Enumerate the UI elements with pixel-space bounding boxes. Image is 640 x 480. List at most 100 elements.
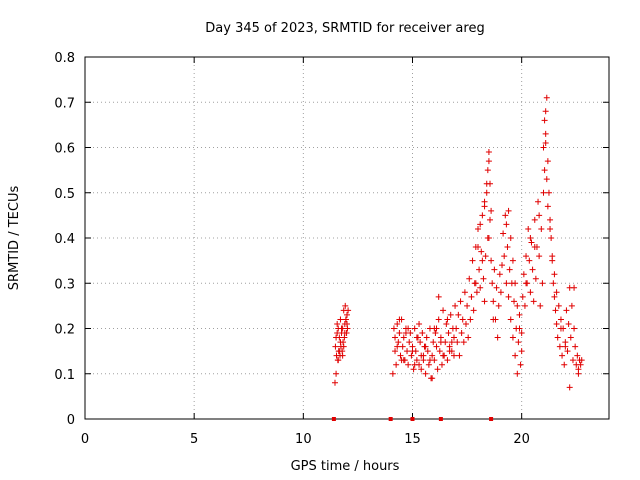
data-point: [465, 334, 472, 341]
data-point: [503, 280, 510, 287]
data-point: [568, 302, 575, 309]
data-point: [485, 149, 492, 156]
data-point: [395, 339, 402, 346]
data-point: [443, 320, 450, 327]
data-point: [526, 257, 533, 264]
data-point: [507, 235, 514, 241]
data-point: [569, 357, 576, 364]
data-point: [429, 352, 436, 359]
data-point: [394, 320, 401, 327]
data-point: [466, 275, 473, 282]
data-point: [473, 289, 480, 296]
data-point: [423, 334, 430, 341]
data-point: [487, 216, 494, 223]
data-point: [512, 352, 519, 359]
data-point: [424, 348, 431, 355]
data-point: [338, 325, 345, 332]
x-tick-label: 20: [513, 432, 530, 447]
data-point: [519, 293, 526, 300]
data-point: [333, 334, 340, 341]
data-point: [527, 235, 534, 241]
data-point: [337, 316, 344, 323]
zero-value-marker: [388, 417, 393, 421]
zero-value-marker: [489, 417, 494, 421]
data-point: [434, 366, 441, 373]
data-point: [470, 307, 477, 314]
data-point: [411, 361, 418, 368]
data-point: [542, 139, 549, 146]
data-point: [556, 343, 563, 350]
data-point: [547, 225, 554, 232]
data-point: [543, 94, 550, 101]
data-point: [536, 253, 543, 260]
data-point: [392, 348, 399, 355]
data-point: [453, 325, 460, 332]
data-point: [390, 325, 397, 332]
data-point: [525, 225, 532, 232]
data-point: [396, 330, 403, 337]
data-point: [397, 352, 404, 359]
data-point: [460, 339, 467, 346]
data-point: [437, 339, 444, 346]
data-point: [468, 293, 475, 300]
data-point: [554, 334, 561, 341]
data-point: [430, 339, 437, 346]
data-point: [462, 320, 469, 327]
data-point: [392, 334, 399, 341]
y-tick-label: 0.2: [54, 323, 75, 338]
y-tick-label: 0.3: [54, 277, 75, 292]
data-point: [535, 198, 542, 205]
y-axis-label: SRMTID / TECUs: [7, 186, 22, 291]
data-point: [476, 266, 483, 273]
data-point: [566, 384, 573, 391]
y-tick-label: 0.4: [54, 232, 75, 247]
data-point: [464, 302, 471, 309]
data-point: [454, 339, 461, 346]
data-point: [482, 253, 489, 260]
data-point: [552, 307, 559, 314]
data-point: [334, 330, 341, 337]
data-point: [501, 253, 508, 260]
data-point: [503, 221, 510, 228]
data-point: [413, 334, 420, 341]
data-point: [532, 275, 539, 282]
data-point: [518, 330, 525, 337]
data-point: [410, 366, 417, 373]
data-point: [550, 280, 557, 287]
data-point: [528, 239, 535, 246]
chart-title: Day 345 of 2023, SRMTID for receiver are…: [205, 21, 484, 36]
data-point: [404, 348, 411, 355]
data-point: [490, 316, 497, 323]
data-point: [520, 271, 527, 278]
data-point: [458, 330, 465, 337]
data-point: [450, 352, 457, 359]
data-point: [521, 302, 528, 309]
data-point: [505, 207, 512, 214]
data-point: [450, 334, 457, 341]
data-point: [393, 361, 400, 368]
data-point: [445, 330, 452, 337]
data-point: [488, 207, 495, 214]
data-point: [578, 357, 585, 364]
data-point: [485, 158, 492, 165]
data-point: [543, 176, 550, 183]
data-point: [400, 334, 407, 341]
data-point: [509, 334, 516, 341]
data-point: [538, 225, 545, 232]
tick-layer: 0 0.1 0.2 0.3 0.4 0.5 0.6 0.7 0.8 0 5 10 15 20: [54, 51, 609, 447]
data-point: [500, 230, 507, 237]
x-tick-label: 5: [190, 432, 198, 447]
data-point: [548, 235, 555, 241]
data-point: [413, 357, 420, 364]
data-point: [577, 361, 584, 368]
data-point: [345, 307, 352, 314]
zero-value-marker: [331, 417, 336, 421]
data-point: [448, 339, 455, 346]
data-point: [496, 271, 503, 278]
data-point: [490, 298, 497, 305]
data-point: [562, 343, 569, 350]
data-point: [478, 248, 485, 255]
data-point: [507, 316, 514, 323]
data-point: [516, 311, 523, 318]
data-point: [335, 357, 342, 364]
